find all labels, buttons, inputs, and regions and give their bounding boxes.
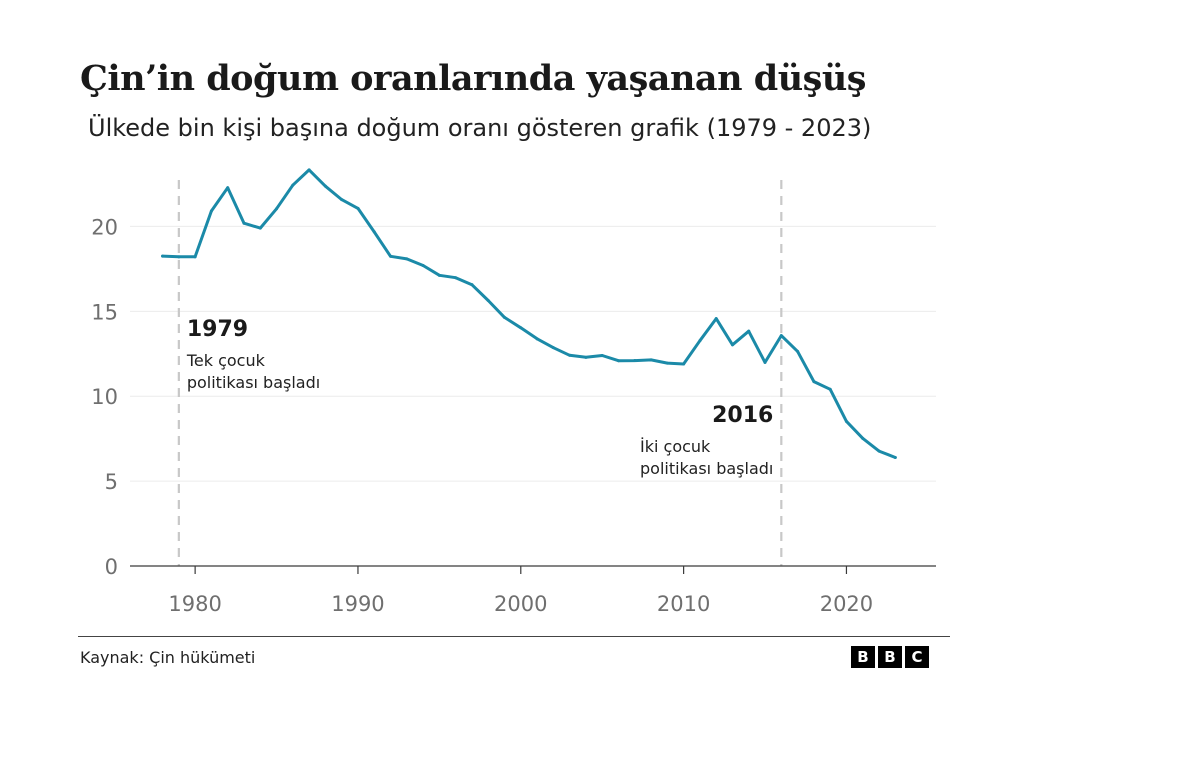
data-point bbox=[307, 168, 311, 172]
data-point bbox=[389, 254, 393, 258]
axis-layer: 0 5 10 15 20 1980 1990 2000 2010 2020 bbox=[91, 215, 936, 616]
x-tick-label: 2010 bbox=[657, 592, 710, 616]
data-point bbox=[486, 298, 490, 302]
data-point bbox=[682, 362, 686, 366]
data-point bbox=[828, 387, 832, 391]
y-tick-label: 20 bbox=[91, 215, 118, 239]
series-layer bbox=[161, 168, 897, 459]
bbc-logo-letter: B bbox=[851, 646, 875, 668]
data-point bbox=[291, 183, 295, 187]
data-point bbox=[698, 339, 702, 343]
data-point bbox=[242, 221, 246, 225]
data-point bbox=[470, 283, 474, 287]
footer-divider bbox=[78, 636, 950, 637]
data-point bbox=[796, 349, 800, 353]
birth-rate-line-chart: 0 5 10 15 20 1980 1990 2000 2010 2020 1979 Tek çoc… bbox=[91, 168, 936, 616]
data-point bbox=[665, 361, 669, 365]
data-point bbox=[730, 343, 734, 347]
data-point bbox=[861, 436, 865, 440]
annotation-year-1979: 1979 bbox=[187, 317, 248, 342]
x-tick-label: 1990 bbox=[331, 592, 384, 616]
data-point bbox=[519, 326, 523, 330]
data-point bbox=[437, 273, 441, 277]
data-point bbox=[209, 209, 213, 213]
annotation-text-line: Tek çocuk bbox=[186, 351, 266, 370]
data-point bbox=[323, 184, 327, 188]
point-layer bbox=[161, 168, 897, 460]
bbc-logo: B B C bbox=[851, 646, 929, 668]
x-tick-label: 2020 bbox=[820, 592, 873, 616]
data-point bbox=[893, 456, 897, 460]
x-tick-label: 1980 bbox=[168, 592, 221, 616]
data-point bbox=[844, 419, 848, 423]
y-tick-label: 0 bbox=[105, 555, 118, 579]
data-point bbox=[714, 317, 718, 321]
data-point bbox=[177, 255, 181, 259]
data-point bbox=[161, 254, 165, 258]
bbc-logo-letter: B bbox=[878, 646, 902, 668]
data-point bbox=[275, 207, 279, 211]
grid-layer bbox=[130, 225, 936, 482]
y-tick-label: 5 bbox=[105, 470, 118, 494]
data-point bbox=[633, 359, 637, 363]
data-point bbox=[258, 226, 262, 230]
data-point bbox=[535, 337, 539, 341]
y-tick-label: 10 bbox=[91, 385, 118, 409]
y-tick-label: 15 bbox=[91, 300, 118, 324]
data-point bbox=[649, 358, 653, 362]
birth-rate-line bbox=[161, 168, 897, 459]
chart-subtitle: Ülkede bin kişi başına doğum oranı göste… bbox=[88, 114, 872, 142]
bbc-logo-letter: C bbox=[905, 646, 929, 668]
data-point bbox=[193, 255, 197, 259]
data-point bbox=[226, 186, 230, 190]
data-point bbox=[421, 263, 425, 267]
annotation-text-line: İki çocuk bbox=[640, 437, 711, 456]
policy-marker-layer bbox=[177, 180, 783, 566]
data-point bbox=[779, 334, 783, 338]
data-point bbox=[747, 329, 751, 333]
data-point bbox=[503, 315, 507, 319]
annotation-text-line: politikası başladı bbox=[187, 373, 320, 392]
data-point bbox=[356, 206, 360, 210]
data-point bbox=[568, 353, 572, 357]
data-point bbox=[616, 359, 620, 363]
data-point bbox=[551, 346, 555, 350]
data-point bbox=[405, 257, 409, 261]
data-point bbox=[812, 380, 816, 384]
data-point bbox=[600, 353, 604, 357]
annotation-year-2016: 2016 bbox=[712, 403, 773, 428]
data-point bbox=[763, 360, 767, 364]
source-note: Kaynak: Çin hükümeti bbox=[80, 648, 256, 667]
data-point bbox=[584, 355, 588, 359]
x-tick-label: 2000 bbox=[494, 592, 547, 616]
data-point bbox=[340, 198, 344, 202]
data-point bbox=[372, 230, 376, 234]
data-point bbox=[454, 276, 458, 280]
chart-title: Çin’in doğum oranlarında yaşanan düşüş bbox=[80, 58, 867, 99]
data-point bbox=[877, 449, 881, 453]
annotation-text-line: politikası başladı bbox=[640, 459, 773, 478]
